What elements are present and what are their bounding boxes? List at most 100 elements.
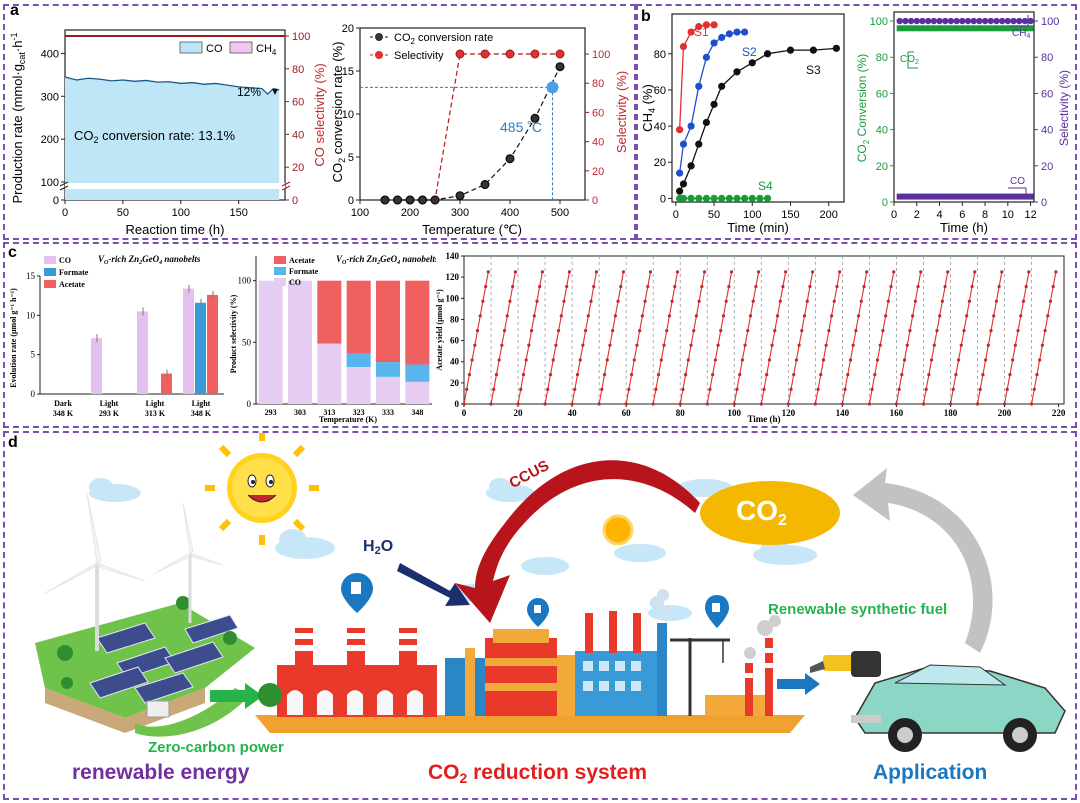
cycle-point xyxy=(521,373,526,377)
point-s4 xyxy=(702,194,710,202)
cycle-point xyxy=(670,299,674,303)
point-ch4 xyxy=(930,17,938,25)
point-co xyxy=(987,193,994,200)
cycle-point xyxy=(805,299,809,303)
small-sun-icon xyxy=(602,514,634,546)
selectivity-point xyxy=(555,49,565,59)
y-tick-label: 200 xyxy=(41,134,59,146)
point-co xyxy=(1021,193,1028,200)
x-tick-label: 323 xyxy=(353,408,365,417)
h2o-arrow xyxy=(397,563,470,606)
point-s2 xyxy=(687,122,695,130)
illustration-co2-cycle xyxy=(35,433,1066,752)
cycle-point xyxy=(778,299,782,303)
cycle-point xyxy=(1035,373,1039,377)
cycle-point xyxy=(878,343,882,347)
cycle-point xyxy=(684,373,688,377)
cycle-point xyxy=(948,402,953,406)
cycle-point xyxy=(875,358,880,362)
point-co xyxy=(919,193,926,200)
cycle-point xyxy=(543,402,547,406)
x-tick-label: 80 xyxy=(676,408,686,418)
point-s2 xyxy=(741,28,749,36)
cycle-point xyxy=(554,343,558,347)
point-s3 xyxy=(695,140,703,148)
cycle-point xyxy=(789,387,793,391)
legend-conv-label: CO2 conversion rate xyxy=(394,32,493,46)
legend: Acetate Formate CO xyxy=(274,256,319,287)
point-s3 xyxy=(763,50,772,58)
cycle-point xyxy=(702,270,707,274)
x-tick-label: 4 xyxy=(936,209,942,221)
wind-turbines xyxy=(44,492,224,651)
x-tick-label: 160 xyxy=(890,408,904,418)
cycle-point xyxy=(754,284,758,289)
cycle-point xyxy=(481,299,485,303)
cycle-point xyxy=(924,387,928,391)
bar-co xyxy=(258,280,283,404)
cycle-point xyxy=(600,387,604,391)
cycle-line xyxy=(1031,271,1057,405)
cycle-point xyxy=(621,270,626,274)
y2-tick-label: 40 xyxy=(1041,125,1053,137)
y-tick-label: 10 xyxy=(26,310,36,320)
cycle-point xyxy=(635,343,639,347)
cycle-point xyxy=(1005,387,1009,391)
y2-tick-label: 20 xyxy=(292,162,304,174)
blue-factory xyxy=(575,589,672,716)
cycle-point xyxy=(921,402,926,406)
cycle-point xyxy=(984,358,988,362)
x-tick-label: 313 K xyxy=(145,409,166,418)
series-layer xyxy=(896,15,1034,200)
highlight-label: 485 ˚C xyxy=(500,119,542,135)
cycle-point xyxy=(513,270,517,274)
point-s4 xyxy=(763,194,772,202)
bar-co xyxy=(137,311,148,394)
cycle-point xyxy=(665,328,669,333)
y-tick-label: 100 xyxy=(870,16,888,28)
co-bracket xyxy=(1008,187,1027,197)
point-s4 xyxy=(725,194,733,202)
cycle-point xyxy=(540,270,544,274)
x-tick-label: 293 xyxy=(265,408,277,417)
point-s3 xyxy=(702,118,710,127)
point-co xyxy=(1016,193,1023,200)
cycle-point xyxy=(475,328,480,333)
sun-icon xyxy=(205,433,319,545)
cycle-point xyxy=(759,402,763,406)
y-tick-label: 100 xyxy=(446,293,460,303)
ccus-arrow xyxy=(455,460,700,623)
cycle-point xyxy=(775,314,780,318)
plot-frame xyxy=(671,13,845,203)
y-tick-label: 5 xyxy=(348,152,354,164)
x-tick-label: 0 xyxy=(462,408,467,418)
x-tick-label: 10 xyxy=(1002,209,1014,221)
y2-tick-label: 100 xyxy=(1041,16,1059,28)
point-co2 xyxy=(999,25,1006,32)
cycle-point xyxy=(946,270,950,274)
legend-swatch-formate xyxy=(274,267,286,275)
small-factory xyxy=(705,615,781,716)
cycle-line xyxy=(814,271,841,405)
y2-tick-label: 80 xyxy=(1041,52,1053,64)
cycle-point xyxy=(970,284,974,289)
legend-co-swatch xyxy=(179,41,203,54)
point-ch4 xyxy=(907,17,915,25)
cycle-line xyxy=(922,271,949,405)
point-s2 xyxy=(695,82,703,90)
cycle-point xyxy=(689,343,693,347)
point-s3 xyxy=(679,180,688,188)
break-mark xyxy=(59,181,69,191)
point-s1 xyxy=(679,42,688,51)
y-tick-label: 60 xyxy=(450,336,460,346)
cycle-point xyxy=(813,402,817,406)
cycle-point xyxy=(1000,270,1004,274)
cycle-point xyxy=(832,299,836,303)
point-co xyxy=(947,193,954,200)
cycle-point xyxy=(467,373,472,377)
x-axis-label: Temperature (K) xyxy=(319,415,377,424)
cycle-point xyxy=(781,284,785,289)
cycle-line xyxy=(760,271,787,405)
legend-label-formate: Formate xyxy=(289,267,319,276)
